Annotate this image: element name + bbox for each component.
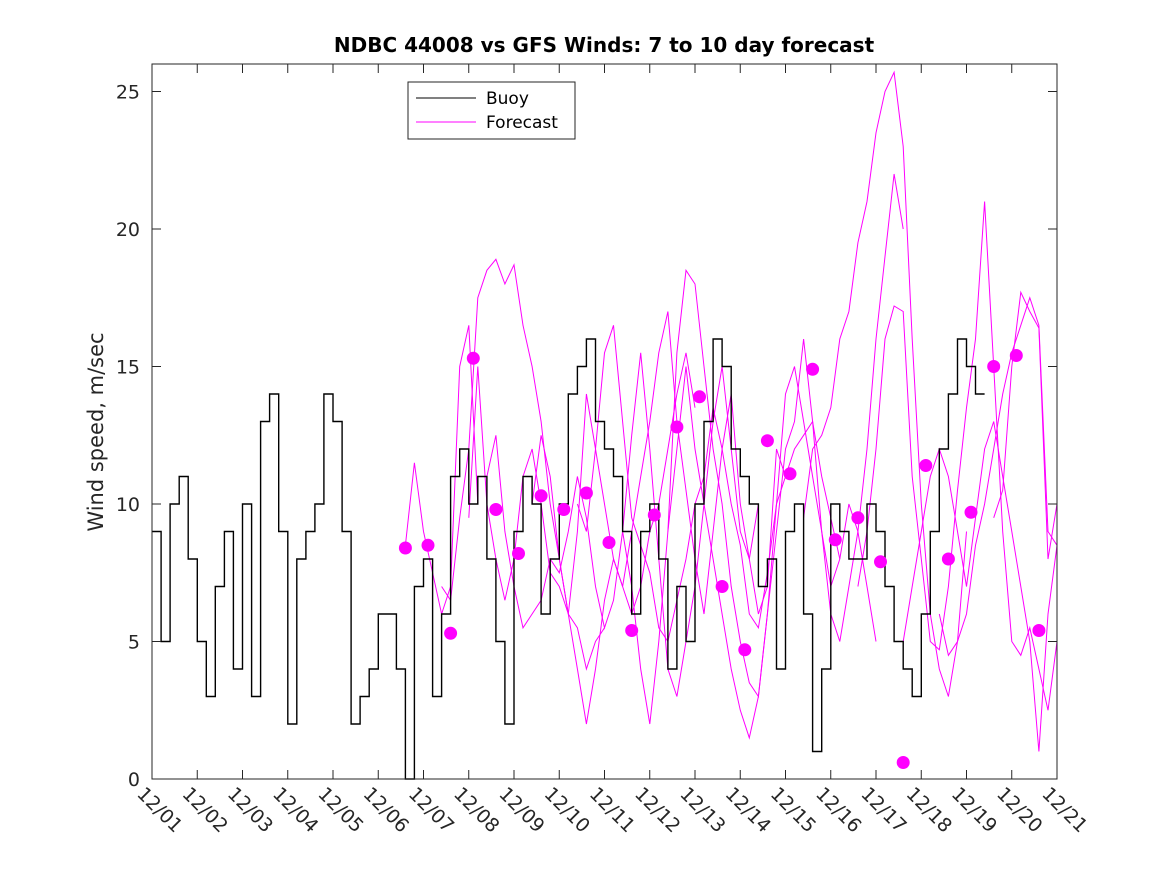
buoy-series-line [152,338,985,780]
forecast-markers [398,349,1046,769]
y-tick-label: 5 [128,632,140,654]
forecast-series-line [803,70,967,697]
forecast-point [398,541,412,555]
forecast-series-line [576,325,841,643]
forecast-point [602,536,616,549]
forecast-point [851,511,865,525]
forecast-point [489,503,503,516]
y-tick-label: 25 [116,82,140,104]
forecast-point [1009,349,1023,362]
forecast-point [715,580,729,593]
forecast-point [693,390,706,404]
forecast-point [828,533,842,547]
forecast-point [874,555,887,569]
forecast-point [534,489,548,503]
forecast-point [579,486,593,500]
forecast-series-line [902,421,1058,752]
y-tick-label: 10 [116,494,140,516]
forecast-series-line [857,201,1058,711]
forecast-point [738,643,752,657]
forecast-point [896,756,910,769]
buoy-line [152,338,985,780]
forecast-point [919,459,933,472]
forecast-point [760,434,774,448]
forecast-point [964,505,978,519]
forecast-series-line [531,311,786,725]
forecast-point [670,420,684,434]
forecast-series-line [993,290,1058,560]
forecast-lines [404,70,1058,752]
forecast-point [987,360,1001,373]
forecast-point [444,626,458,640]
forecast-series-line [938,296,1058,657]
forecast-point [421,538,435,552]
forecast-point [512,547,525,560]
forecast-point [466,351,480,365]
chart-title: NDBC 44008 vs GFS Winds: 7 to 10 day for… [334,33,875,57]
legend: Buoy Forecast [407,81,576,140]
forecast-series-line [667,173,904,698]
y-axis-ticks: 0 5 10 15 20 25 [116,82,1057,791]
forecast-series-line [622,366,877,740]
legend-box [407,81,576,140]
legend-buoy-label: Buoy [486,89,529,109]
forecast-point [557,503,571,516]
forecast-point [783,467,797,481]
y-tick-label: 20 [116,219,140,241]
forecast-point [1032,624,1046,637]
legend-forecast-label: Forecast [486,113,558,133]
forecast-point [806,362,820,376]
forecast-point [941,552,955,566]
y-tick-label: 0 [128,769,140,791]
y-axis-label: Wind speed, m/sec [84,332,108,531]
forecast-point [625,624,639,637]
y-tick-label: 15 [116,357,140,379]
forecast-point [647,508,661,522]
forecast-series-line [468,352,696,616]
